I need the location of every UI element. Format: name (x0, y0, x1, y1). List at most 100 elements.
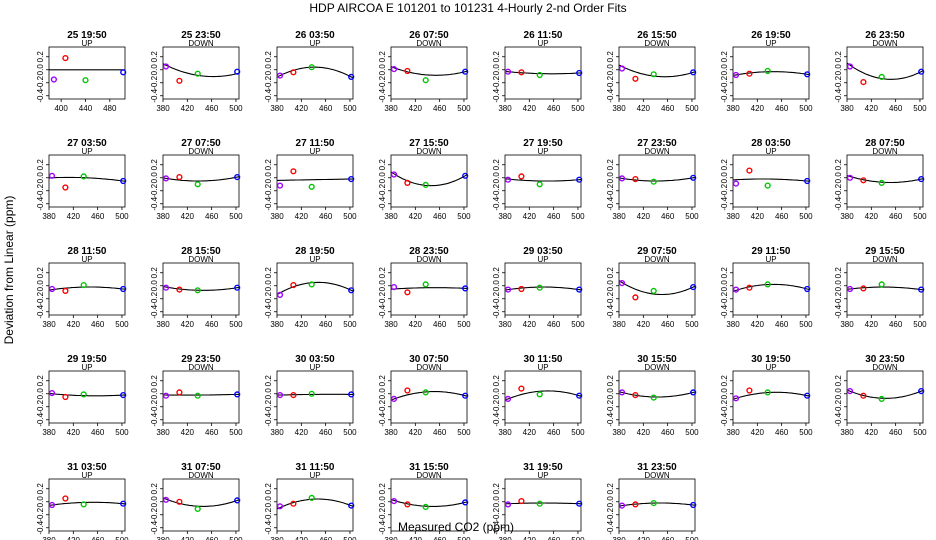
y-tick-label: -0.4 (150, 196, 159, 210)
x-tick-label: 420 (865, 104, 879, 113)
y-tick-label: -0.4 (492, 304, 501, 318)
x-tick-label: 380 (384, 320, 398, 329)
data-point (290, 168, 297, 175)
panel-direction: UP (765, 39, 776, 48)
data-point (746, 70, 753, 77)
fit-curve (846, 174, 924, 184)
x-tick-label: 500 (571, 320, 585, 329)
y-tick-label: 0.0 (720, 388, 729, 400)
data-point (518, 69, 525, 76)
data-point (422, 77, 429, 84)
panel-frame (846, 370, 924, 424)
data-point (276, 392, 284, 399)
x-tick-label: 420 (409, 428, 423, 437)
x-tick-label: 460 (661, 212, 675, 221)
x-tick-label: 500 (457, 104, 471, 113)
x-tick-label: 460 (889, 428, 903, 437)
panel-direction: UP (537, 39, 548, 48)
y-tick-label: -0.4 (492, 412, 501, 426)
panel-title: 27 19:50 (523, 138, 563, 149)
data-point (462, 285, 469, 292)
x-tick-label: 420 (751, 104, 765, 113)
panel-direction: DOWN (644, 147, 670, 156)
data-point (504, 176, 512, 183)
y-tick-label: -0.2 (834, 183, 843, 197)
x-tick-label: 460 (775, 104, 789, 113)
x-tick-label: 380 (156, 428, 170, 437)
y-tick-label: 0.0 (378, 388, 387, 400)
data-point (404, 289, 411, 296)
y-tick-label: 0.0 (150, 496, 159, 508)
fit-curve (618, 502, 696, 507)
x-tick-label: 380 (156, 212, 170, 221)
panel-title: 29 15:50 (865, 246, 905, 257)
x-tick-label: 380 (498, 536, 512, 540)
data-point (576, 500, 583, 507)
y-tick-label: 0.2 (606, 483, 615, 495)
panel-title: 28 07:50 (865, 138, 905, 149)
fit-curve (277, 393, 353, 396)
y-tick-label: 0.2 (36, 375, 45, 387)
data-point (690, 69, 697, 76)
data-point (308, 494, 315, 502)
x-tick-label: 380 (270, 104, 284, 113)
y-tick-label: -0.2 (36, 183, 45, 197)
panel-frame (732, 154, 810, 208)
y-tick-label: 0.2 (150, 375, 159, 387)
y-tick-label: 0.2 (264, 51, 273, 63)
x-tick-label: 380 (612, 104, 626, 113)
x-tick-label: 500 (343, 428, 357, 437)
panel-title: 31 07:50 (181, 462, 221, 473)
panel-title: 26 03:50 (295, 30, 335, 41)
y-tick-label: -0.4 (150, 88, 159, 102)
fit-curve (732, 391, 810, 400)
panel-title: 28 19:50 (295, 246, 335, 257)
y-tick-label: 0.2 (606, 51, 615, 63)
y-tick-label: 0.0 (606, 496, 615, 508)
x-tick-label: 420 (751, 212, 765, 221)
fit-curve (162, 176, 240, 182)
x-tick-label: 420 (637, 428, 651, 437)
y-tick-label: 0.2 (492, 375, 501, 387)
x-tick-label: 500 (685, 212, 699, 221)
y-tick-label: 0.0 (492, 496, 501, 508)
data-point (860, 285, 867, 292)
y-tick-label: 0.2 (150, 51, 159, 63)
panel-title: 30 07:50 (409, 354, 449, 365)
data-point (764, 281, 771, 288)
x-tick-label: 460 (319, 212, 333, 221)
x-tick-label: 440 (79, 104, 93, 113)
y-tick-label: 0.2 (834, 51, 843, 63)
y-tick-label: 0.0 (606, 172, 615, 184)
panel-frame (390, 154, 468, 208)
data-point (878, 395, 885, 403)
panel-frame (390, 370, 468, 424)
y-tick-label: 0.2 (150, 267, 159, 279)
panel-direction: UP (81, 471, 92, 480)
panel-direction: DOWN (188, 471, 214, 480)
y-tick-label: -0.4 (150, 520, 159, 534)
y-tick-label: -0.2 (378, 291, 387, 305)
data-point (462, 172, 469, 179)
x-tick-label: 460 (205, 212, 219, 221)
data-point (120, 177, 127, 185)
x-tick-label: 420 (409, 104, 423, 113)
fit-curve (390, 498, 468, 507)
panel-title: 29 11:50 (752, 246, 791, 257)
y-tick-label: -0.4 (492, 520, 501, 534)
panel-title: 30 03:50 (295, 354, 335, 365)
panel-direction: DOWN (872, 363, 898, 372)
y-tick-label: 0.0 (264, 496, 273, 508)
data-point (404, 179, 411, 187)
y-tick-label: 0.2 (150, 159, 159, 171)
y-tick-label: -0.4 (36, 304, 45, 318)
panel-title: 31 23:50 (637, 462, 677, 473)
x-tick-label: 460 (775, 212, 789, 221)
x-tick-label: 460 (205, 428, 219, 437)
x-tick-label: 380 (498, 212, 512, 221)
